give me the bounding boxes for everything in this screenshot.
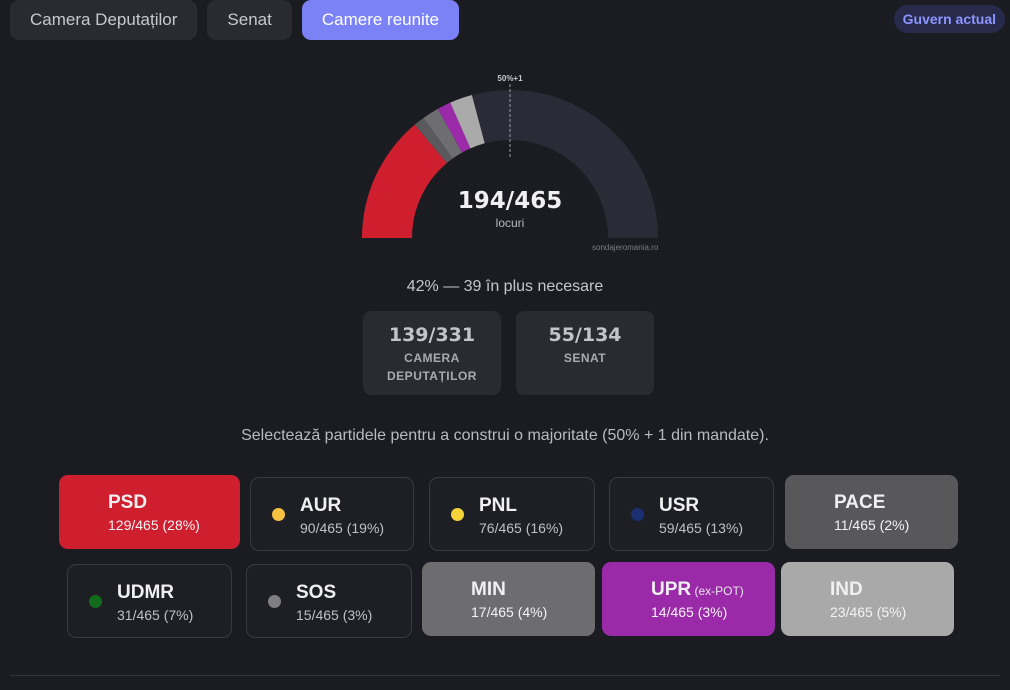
party-card-min[interactable]: MIN 17/465 (4%) <box>422 562 595 636</box>
tab-camere-reunite[interactable]: Camere reunite <box>301 0 460 40</box>
gauge-segment-ind <box>450 94 485 149</box>
party-name: MIN <box>471 579 506 600</box>
current-government-button[interactable]: Guvern actual <box>893 5 1005 33</box>
chamber-card-senate: 55/134 SENAT <box>516 311 654 395</box>
party-name: UPR (ex-POT) <box>651 579 744 600</box>
party-color-dot <box>631 508 644 521</box>
party-card-aur[interactable]: AUR 90/465 (19%) <box>250 477 414 551</box>
party-seats: 17/465 (4%) <box>471 604 548 620</box>
party-card-pnl[interactable]: PNL 76/465 (16%) <box>429 477 595 551</box>
party-name: PACE <box>834 492 886 513</box>
tab-camera-deputatilor[interactable]: Camera Deputaților <box>10 0 198 40</box>
party-card-pace[interactable]: PACE 11/465 (2%) <box>785 475 958 549</box>
seat-gauge: 50%+1 194/465 locuri sondajeromania.ro <box>340 70 680 270</box>
party-name: UDMR <box>117 582 174 603</box>
party-card-ind[interactable]: IND 23/465 (5%) <box>781 562 954 636</box>
gauge-segment-pace <box>414 117 453 163</box>
party-seats: 76/465 (16%) <box>479 520 564 536</box>
chamber-label: SENAT <box>563 351 607 365</box>
chamber-value: 55/134 <box>548 324 622 346</box>
party-seats: 11/465 (2%) <box>834 517 910 533</box>
party-seats: 31/465 (7%) <box>117 607 194 623</box>
party-seats: 15/465 (3%) <box>296 607 373 623</box>
majority-summary: 42% — 39 în plus necesare <box>406 278 604 295</box>
party-name: PSD <box>108 492 148 513</box>
party-card-sos[interactable]: SOS 15/465 (3%) <box>246 564 412 638</box>
party-seats: 59/465 (13%) <box>659 520 744 536</box>
instructions-text: Selectează partidele pentru a construi o… <box>241 427 769 444</box>
gauge-segment-upr <box>437 102 471 153</box>
party-card-upr[interactable]: UPR (ex-POT) 14/465 (3%) <box>602 562 775 636</box>
party-subtitle: (ex-POT) <box>691 584 744 598</box>
party-name: USR <box>659 495 700 516</box>
party-card-udmr[interactable]: UDMR 31/465 (7%) <box>67 564 232 638</box>
source-watermark: sondajeromania.ro <box>592 243 659 252</box>
seat-count-unit: locuri <box>495 216 525 230</box>
party-name: IND <box>830 579 863 600</box>
gauge-segment-psd <box>362 124 447 238</box>
party-name: SOS <box>296 582 337 603</box>
chamber-label: CAMERA DEPUTAȚILOR <box>387 351 477 383</box>
chamber-value: 139/331 <box>388 324 476 346</box>
party-name: PNL <box>479 495 517 516</box>
seat-gauge-chart <box>362 84 658 238</box>
chamber-tabs: Camera Deputaților Senat Camere reunite <box>10 0 460 40</box>
seat-count: 194/465 <box>457 188 563 214</box>
party-color-dot <box>272 508 285 521</box>
party-seats: 14/465 (3%) <box>651 604 728 620</box>
gauge-segment-remaining <box>471 89 658 238</box>
divider <box>10 675 1000 676</box>
party-name: AUR <box>300 495 342 516</box>
chamber-breakdown: 139/331 CAMERA DEPUTAȚILOR 55/134 SENAT <box>363 311 654 395</box>
gauge-segment-min <box>423 108 463 159</box>
party-seats: 129/465 (28%) <box>108 517 200 533</box>
party-color-dot <box>451 508 464 521</box>
party-seats: 23/465 (5%) <box>830 604 907 620</box>
majority-marker-label: 50%+1 <box>497 74 523 83</box>
party-card-usr[interactable]: USR 59/465 (13%) <box>609 477 774 551</box>
party-card-psd[interactable]: PSD 129/465 (28%) <box>59 475 240 549</box>
party-color-dot <box>268 595 281 608</box>
party-color-dot <box>89 595 102 608</box>
tab-senat[interactable]: Senat <box>207 0 292 40</box>
party-seats: 90/465 (19%) <box>300 520 385 536</box>
chamber-card-deputies: 139/331 CAMERA DEPUTAȚILOR <box>363 311 501 395</box>
